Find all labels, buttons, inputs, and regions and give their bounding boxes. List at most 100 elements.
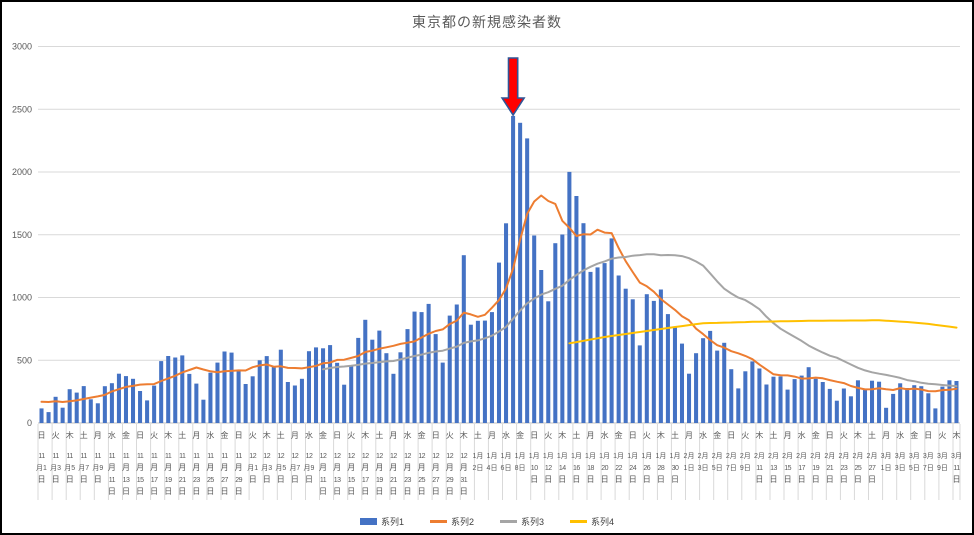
- bar: [841, 388, 846, 423]
- bar: [264, 356, 269, 423]
- bar: [426, 303, 431, 423]
- bar: [285, 382, 290, 423]
- bar: [792, 379, 797, 423]
- y-tick-label: 2500: [12, 104, 32, 114]
- peak-annotation-arrow: [500, 57, 526, 117]
- x-tick-label: 月 2月 15 日: [782, 431, 793, 484]
- bar: [328, 345, 333, 423]
- bar: [468, 324, 473, 423]
- legend-line-swatch-2: [429, 520, 447, 523]
- x-tick-label: 火 1月 26 日: [641, 431, 652, 484]
- y-axis-labels: 0 500 1000 1500 2000 2500 3000: [12, 42, 32, 429]
- x-tick-label: 水 2月 17 日: [796, 430, 807, 484]
- x-tick-label: 金 12 月 25 日: [418, 430, 426, 496]
- x-tick-label: 火 2月 9日: [740, 431, 751, 472]
- bar: [919, 386, 924, 423]
- x-tick-label: 金 1月 8日: [515, 430, 526, 472]
- bar: [496, 262, 502, 423]
- bar: [278, 349, 283, 423]
- x-tick-label: 金 11 月 13 日: [122, 430, 130, 496]
- bar: [834, 400, 839, 423]
- bar: [482, 320, 487, 423]
- x-tick-label: 火 12 月1 日: [247, 431, 258, 484]
- bar: [546, 301, 551, 423]
- legend-label-2: 系列2: [450, 517, 474, 527]
- bar: [440, 362, 445, 423]
- x-tick-label: 日 11 月 15 日: [136, 431, 144, 496]
- line-series2: [40, 194, 958, 403]
- x-tick-label: 土 11 月7 日: [78, 430, 89, 484]
- bar: [933, 408, 938, 423]
- x-tick-label: 日 12 月 13 日: [333, 431, 341, 496]
- bar: [743, 371, 748, 423]
- bar: [616, 275, 621, 423]
- x-tick-label: 木 1月 14 日: [557, 430, 568, 484]
- x-tick-label: 月 11 月 23 日: [192, 431, 200, 496]
- bar: [81, 386, 86, 423]
- bar: [827, 388, 832, 423]
- bar: [884, 407, 889, 423]
- bar: [785, 389, 790, 423]
- x-tick-label: 木 12 月3 日: [261, 430, 272, 484]
- x-tick-label: 木 2月 11 日: [754, 430, 765, 484]
- x-tick-label: 日 1月 10 日: [529, 431, 540, 484]
- bar: [53, 396, 58, 423]
- x-tick-label: 火 11 月3 日: [50, 431, 61, 484]
- bar: [539, 270, 544, 423]
- x-axis-tickmarks: [37, 424, 961, 500]
- x-tick-label: 日 11 月1 日: [36, 431, 47, 484]
- bar: [187, 373, 192, 423]
- y-tick-label: 1500: [12, 230, 32, 240]
- bar: [532, 235, 537, 423]
- x-tick-label: 土 12 月5 日: [275, 430, 286, 484]
- bar: [447, 315, 452, 423]
- bar: [644, 294, 649, 423]
- bar: [208, 372, 213, 423]
- x-tick-label: 水 12 月 23 日: [404, 430, 412, 496]
- y-tick-label: 500: [17, 355, 32, 365]
- bar: [152, 385, 157, 423]
- legend-item-3: 系列3: [500, 515, 544, 528]
- x-tick-label: 木 1月 28 日: [655, 430, 666, 484]
- bar: [870, 380, 875, 423]
- bars-series1: [39, 115, 959, 424]
- bar: [574, 196, 579, 423]
- bar: [349, 365, 354, 423]
- legend-label-4: 系列4: [591, 517, 615, 527]
- bar: [67, 389, 72, 423]
- x-tick-label: 土 11 月 21 日: [178, 430, 186, 496]
- x-tick-label: 月 2月 1日: [684, 431, 695, 472]
- x-axis-labels: 日 11 月1 日火 11 月3 日木 11 月5 日土 11 月7 日月 11 月9 日水 11 月 11 日金 11…: [36, 430, 962, 496]
- bar: [905, 388, 910, 423]
- bar: [764, 384, 769, 423]
- y-tick-label: 1000: [12, 293, 32, 303]
- bar: [602, 263, 607, 423]
- bar: [940, 386, 945, 423]
- bar: [637, 345, 642, 423]
- bar: [820, 382, 825, 423]
- bar: [722, 342, 727, 423]
- x-tick-label: 月 12 月 21 日: [389, 431, 397, 496]
- bar: [651, 300, 656, 423]
- x-tick-label: 土 1月 16 日: [571, 430, 582, 484]
- x-tick-label: 月 11 月9 日: [92, 431, 103, 484]
- legend-item-2: 系列2: [429, 515, 474, 528]
- bar: [145, 400, 150, 423]
- bar: [39, 408, 44, 423]
- x-tick-label: 火 3月 9日: [937, 431, 948, 472]
- legend-line-swatch-4: [570, 520, 588, 523]
- x-tick-label: 日 2月 21 日: [824, 431, 835, 484]
- x-tick-label: 水 1月 20 日: [599, 430, 610, 484]
- x-tick-label: 水 2月 3日: [698, 430, 709, 472]
- x-tick-label: 土 12 月 19 日: [375, 430, 383, 496]
- legend-label-3: 系列3: [521, 517, 545, 527]
- bar: [595, 267, 600, 423]
- x-tick-label: 土 2月 13 日: [768, 430, 779, 484]
- x-tick-label: 月 12 月7 日: [289, 431, 300, 484]
- legend-item-1: 系列1: [359, 515, 404, 528]
- bar: [862, 389, 868, 423]
- legend-item-4: 系列4: [570, 515, 614, 528]
- x-tick-label: 日 3月 7日: [923, 431, 934, 472]
- bar: [750, 361, 755, 423]
